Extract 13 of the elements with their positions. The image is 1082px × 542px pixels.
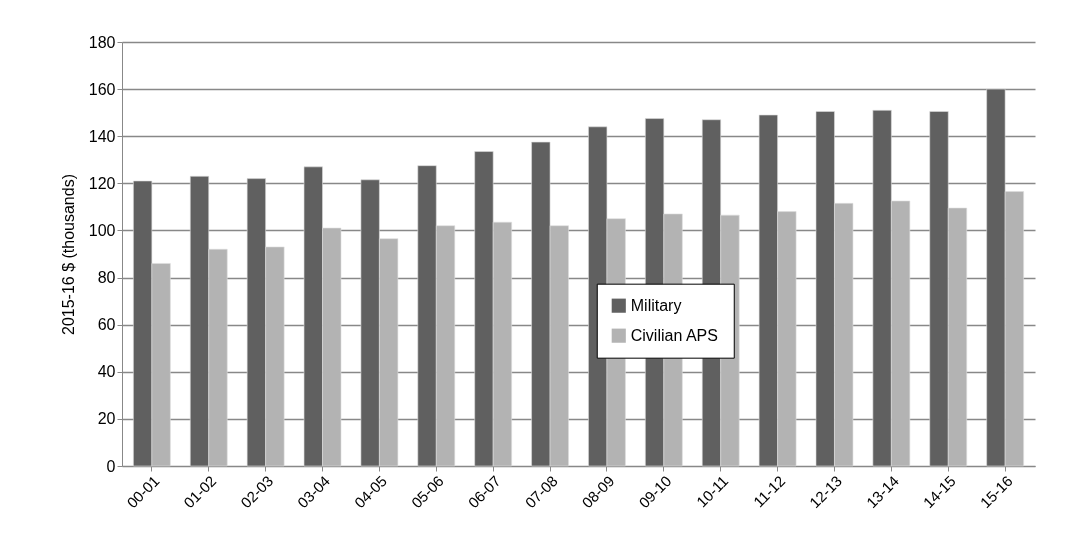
y-tick-label: 0 <box>106 457 116 475</box>
y-tick-label: 180 <box>88 33 116 51</box>
y-tick-label: 120 <box>88 174 116 192</box>
y-tick-label: 60 <box>97 316 116 334</box>
y-tick-label: 20 <box>97 410 116 428</box>
legend-label: Military <box>630 296 682 314</box>
legend-label: Civilian APS <box>630 326 718 344</box>
y-tick-label: 40 <box>97 363 116 381</box>
y-tick-label: 80 <box>97 269 116 287</box>
y-tick-label: 140 <box>88 127 116 145</box>
y-axis-title: 2015-16 $ (thousands) <box>59 174 77 335</box>
y-tick-label: 160 <box>88 80 116 98</box>
y-tick-label: 100 <box>88 221 116 239</box>
